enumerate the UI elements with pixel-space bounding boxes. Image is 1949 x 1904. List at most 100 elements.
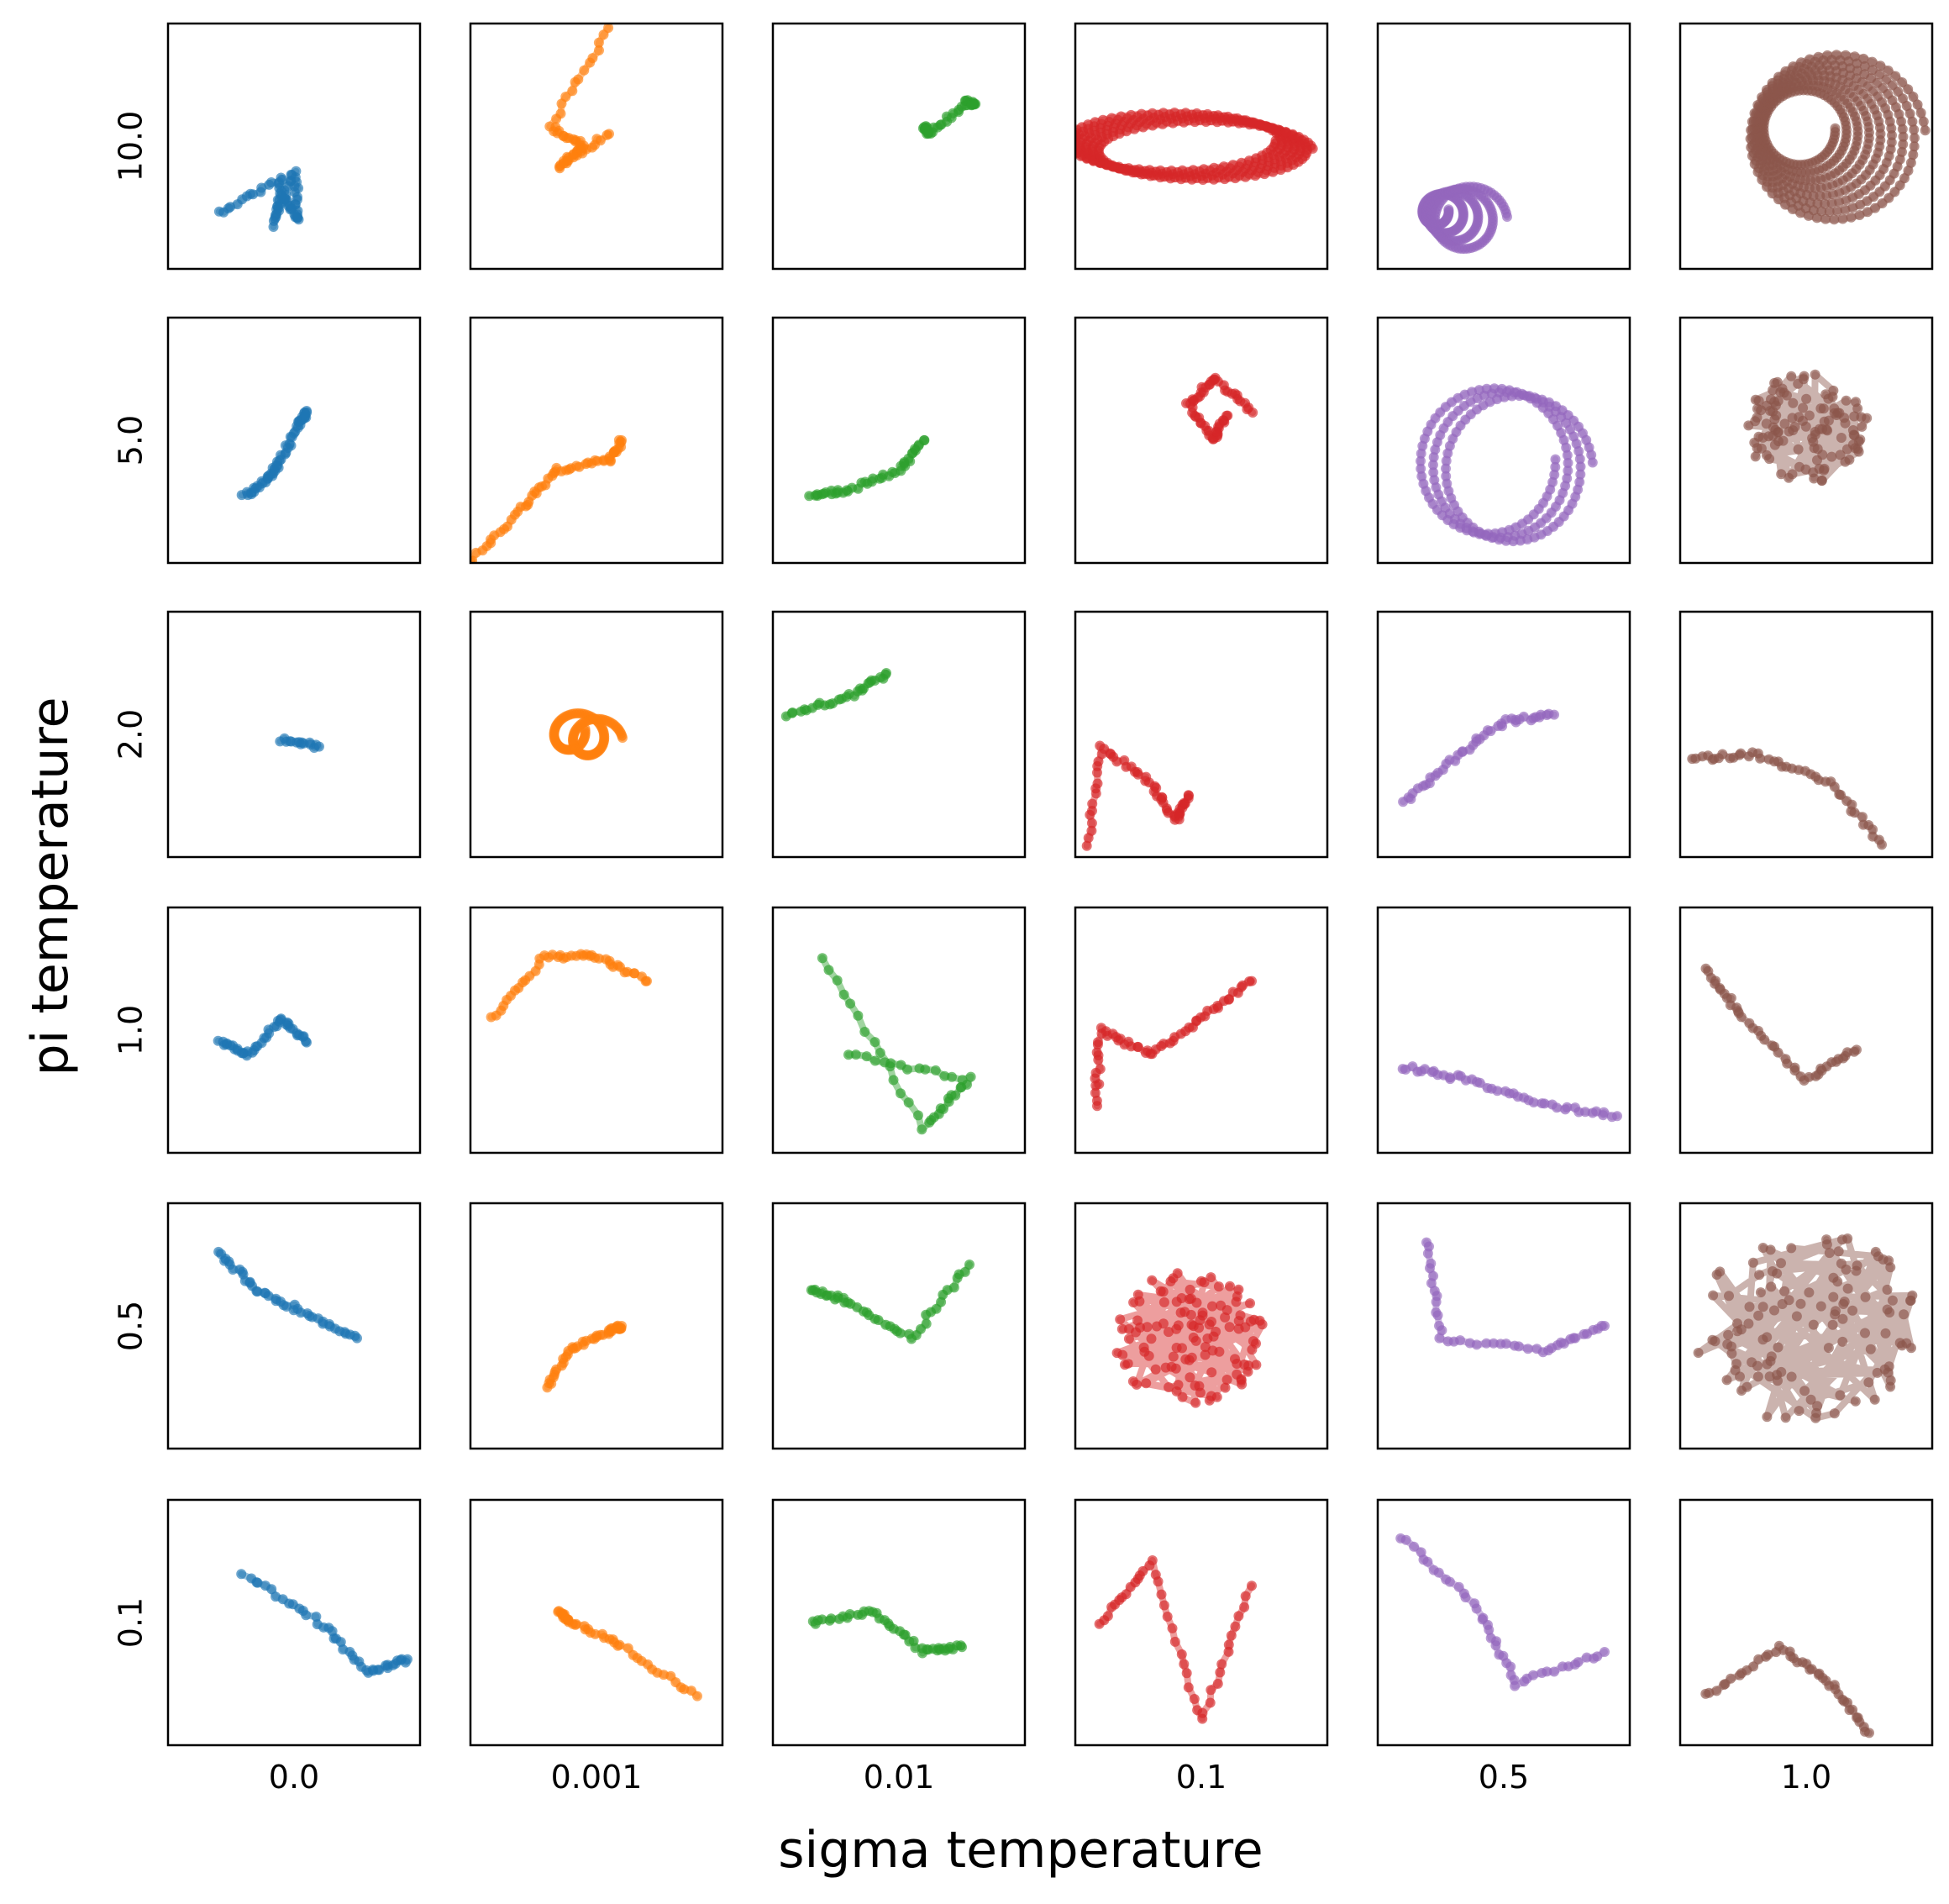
trajectory-point (1786, 371, 1797, 381)
trajectory-point (1830, 1309, 1841, 1320)
trajectory-point (1428, 452, 1439, 463)
trajectory-point (1206, 1391, 1216, 1402)
trajectory-point (1755, 753, 1766, 764)
column-label: 0.0 (269, 1759, 319, 1796)
trajectory-point (556, 98, 567, 109)
trajectory-point (1880, 1328, 1891, 1339)
trajectory-point (1259, 169, 1270, 180)
trajectory-point (1587, 457, 1598, 468)
trajectory-point (1211, 117, 1222, 128)
trajectory-point (1175, 174, 1186, 185)
trajectory-point (1769, 1305, 1779, 1316)
trajectory-point (850, 1049, 861, 1060)
trajectory-point (1158, 1600, 1169, 1611)
y-axis-title: pi temperature (21, 697, 80, 1076)
trajectory-point (1832, 1276, 1843, 1287)
trajectory-point (1898, 131, 1909, 142)
trajectory-point (1862, 207, 1873, 218)
trajectory-point (1907, 116, 1918, 127)
trajectory-point (1158, 1297, 1169, 1307)
trajectory-point (1693, 1348, 1704, 1358)
panel-r3-c3 (1074, 906, 1329, 1154)
trajectory-point (1254, 120, 1265, 131)
trajectory-point (1852, 1044, 1862, 1055)
trajectory-point (1215, 1667, 1226, 1678)
trajectory-point (1428, 467, 1439, 478)
trajectory-point (1809, 473, 1820, 484)
panel-frame (1376, 316, 1631, 565)
trajectory-point (1231, 1297, 1242, 1307)
trajectory-point (1909, 141, 1920, 152)
trajectory-point (1563, 465, 1573, 476)
trajectory-point (594, 45, 604, 55)
trajectory-point (1092, 778, 1103, 789)
trajectory-point (1190, 1397, 1201, 1408)
trajectory-point (1200, 1349, 1211, 1360)
trajectory-point (1757, 174, 1768, 185)
trajectory-point (1767, 77, 1778, 88)
column-tick-labels: 0.0 0.001 0.01 0.1 0.5 1.0 (269, 1759, 1831, 1796)
trajectory-point (1715, 1266, 1726, 1277)
trajectory-point (1750, 394, 1761, 405)
panel-frame (1376, 1202, 1631, 1450)
trajectory-point (845, 998, 856, 1009)
trajectory-point (1789, 1065, 1800, 1076)
trajectory-point (1216, 1659, 1227, 1670)
trajectory-point (1195, 1387, 1206, 1398)
trajectory-point (1896, 116, 1907, 127)
row-tick-labels: 10.0 5.0 2.0 1.0 0.5 0.1 (113, 111, 150, 1649)
panel-frame (469, 1498, 724, 1747)
trajectory-point (1877, 198, 1888, 208)
trajectory-point (1752, 1360, 1763, 1371)
trajectory-point (402, 1654, 412, 1665)
trajectory-point (1129, 124, 1140, 134)
trajectory-point (1233, 118, 1244, 129)
trajectory-point (1837, 1336, 1848, 1347)
trajectory-point (585, 57, 596, 68)
trajectory-point (1148, 120, 1158, 131)
trajectory-point (1795, 1298, 1806, 1309)
trajectory-point (1847, 1305, 1858, 1316)
trajectory-point (1749, 159, 1760, 170)
trajectory-point (1883, 1361, 1894, 1372)
trajectory-point (1903, 166, 1914, 176)
trajectory-point (1539, 1098, 1550, 1109)
trajectory-point (352, 1333, 362, 1344)
trajectory-point (957, 1075, 968, 1086)
trajectory-point (1799, 1386, 1810, 1396)
trajectory-point (1441, 455, 1452, 466)
trajectory-point (1776, 469, 1787, 480)
trajectory-point (1179, 1307, 1190, 1318)
panel-frame (771, 1202, 1027, 1450)
trajectory-point (1513, 1341, 1524, 1352)
trajectory-point (1841, 50, 1851, 60)
trajectory-point (1808, 1319, 1819, 1330)
trajectory-point (1120, 1360, 1130, 1370)
trajectory-point (1272, 124, 1283, 135)
trajectory-point (1179, 1659, 1190, 1670)
trajectory-point (869, 1037, 880, 1048)
trajectory-point (1811, 213, 1822, 224)
panel-r1-c3 (1074, 316, 1329, 565)
trajectory-point (1840, 418, 1851, 429)
trajectory-point (598, 29, 609, 40)
row-label: 5.0 (113, 415, 150, 465)
trajectory-point (1820, 389, 1831, 400)
panel-r2-c4 (1376, 610, 1631, 859)
trajectory-point (832, 975, 843, 986)
trajectory-point (1180, 1354, 1191, 1365)
panel-r5-c4 (1376, 1498, 1631, 1747)
trajectory-point (1878, 1254, 1889, 1265)
trajectory-point (1752, 1371, 1763, 1382)
trajectory-point (1868, 824, 1878, 835)
trajectory-point (1898, 93, 1908, 104)
trajectory-point (1776, 1366, 1787, 1377)
trajectory-point (1573, 1657, 1584, 1668)
trajectory-point (1471, 1339, 1482, 1350)
trajectory-point (1226, 1630, 1237, 1641)
trajectory-point (1117, 1349, 1128, 1360)
trajectory-point (917, 1124, 927, 1135)
trajectory-point (1263, 122, 1274, 133)
trajectory-point (903, 1097, 914, 1108)
trajectory-point (913, 1110, 923, 1121)
